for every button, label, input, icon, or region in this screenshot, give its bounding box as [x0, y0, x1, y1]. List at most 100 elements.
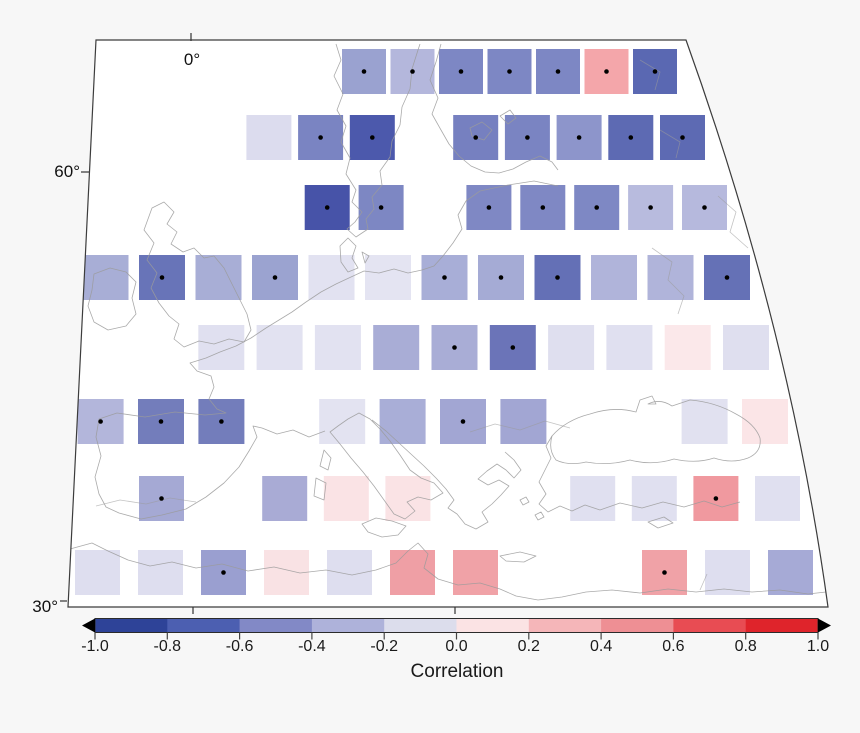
coastline-ireland	[87, 267, 137, 331]
colorbar-right-arrow	[818, 618, 831, 633]
correlation-cell	[548, 325, 595, 370]
significance-dot	[594, 205, 599, 210]
correlation-cell	[664, 325, 711, 370]
significance-dot	[498, 275, 504, 280]
correlation-cell	[570, 476, 616, 521]
correlation-cell	[256, 325, 303, 370]
colorbar-tick-label: 0.0	[445, 638, 468, 655]
longitude-label-0: 0°	[183, 50, 201, 69]
correlation-cell	[705, 550, 750, 595]
correlation-cell	[314, 325, 361, 370]
correlation-cell	[742, 399, 788, 444]
significance-dot	[324, 205, 330, 210]
significance-dot	[159, 496, 164, 501]
colorbar-tick-label: -0.4	[298, 638, 326, 655]
significance-dot	[442, 275, 447, 280]
significance-dot	[219, 419, 224, 424]
correlation-cell	[500, 399, 547, 444]
coastline-west-europe-iberia	[94, 180, 559, 520]
colorbar-tick-label: 0.8	[734, 638, 757, 655]
significance-dot	[540, 205, 546, 210]
significance-dot	[458, 69, 464, 74]
coastline-balkans-greece	[371, 419, 545, 530]
colorbar-tick-label: -0.2	[370, 638, 398, 655]
coastline-scandinavia	[333, 43, 421, 238]
colorbar-left-arrow	[82, 618, 95, 633]
significance-dot	[510, 345, 516, 350]
colorbar-segment	[384, 618, 457, 633]
correlation-cell	[390, 550, 435, 595]
correlation-cell	[768, 550, 813, 595]
significance-dot	[555, 69, 561, 74]
correlation-cell	[647, 255, 694, 300]
colorbar-tick-label: -0.8	[153, 638, 182, 655]
correlation-cell	[723, 325, 769, 370]
colorbar-segment	[167, 618, 241, 633]
correlation-cell	[681, 399, 728, 444]
significance-dot	[460, 419, 466, 424]
coastline-italy	[329, 412, 444, 520]
correlation-cell	[323, 476, 369, 521]
latitude-label-60: 60°	[54, 162, 80, 181]
rivers-and-borders	[95, 59, 749, 591]
significance-dot	[507, 69, 512, 74]
correlation-cell	[591, 255, 637, 300]
colorbar-segment	[456, 618, 530, 633]
significance-dot	[272, 275, 278, 280]
significance-dot	[410, 69, 415, 74]
islands-crete-cyprus	[499, 516, 674, 563]
coastline-denmark	[339, 237, 370, 273]
map-frame	[67, 39, 829, 608]
islands-sicily-sardinia-corsica	[313, 449, 407, 538]
coastline-great-britain	[143, 201, 252, 348]
lakes-karelia	[469, 109, 517, 141]
graticule-ticks	[60, 33, 456, 614]
significance-dot	[98, 419, 103, 424]
significance-dot	[221, 570, 226, 575]
correlation-cell	[82, 255, 129, 300]
correlation-cell	[365, 255, 411, 300]
correlation-cell	[373, 325, 420, 370]
significance-dot	[525, 135, 530, 140]
significance-dot	[604, 69, 609, 74]
colorbar-segment	[239, 618, 313, 633]
significance-dot	[680, 135, 685, 140]
correlation-cell	[755, 476, 800, 521]
correlation-cell	[198, 325, 245, 370]
significance-dot	[628, 135, 634, 140]
correlation-cell	[319, 399, 366, 444]
correlation-cell	[606, 325, 653, 370]
colorbar-segment	[311, 618, 385, 633]
colorbar-segment	[95, 618, 168, 633]
significance-dot	[378, 205, 384, 210]
correlation-cell	[631, 476, 677, 521]
significance-dot	[452, 345, 457, 350]
correlation-cell	[246, 115, 292, 160]
colorbar-tick-label: 0.4	[589, 638, 613, 655]
coastline-finland	[429, 43, 559, 174]
correlation-cell	[379, 399, 426, 444]
colorbar-segment	[528, 618, 602, 633]
correlation-cell	[262, 476, 308, 521]
correlation-cell	[138, 550, 183, 595]
colorbar-tick-label: 1.0	[806, 638, 830, 655]
colorbar-tick-label: 0.6	[662, 638, 685, 655]
colorbar-title: Correlation	[410, 661, 504, 682]
correlation-cell	[453, 550, 498, 595]
colorbar-tick-label: -0.6	[225, 638, 254, 655]
significance-dots-layer	[98, 69, 730, 575]
correlation-cell	[195, 255, 242, 300]
significance-dot	[555, 275, 560, 280]
significance-dot	[724, 275, 730, 280]
correlation-cell	[75, 550, 120, 595]
significance-dot	[159, 275, 165, 280]
colorbar-segment	[745, 618, 819, 633]
significance-dot	[576, 135, 582, 140]
significance-dot	[702, 205, 707, 210]
significance-dot	[713, 496, 719, 501]
significance-dot	[318, 135, 323, 140]
significance-dot	[648, 205, 653, 210]
coastline-turkey	[538, 435, 741, 513]
